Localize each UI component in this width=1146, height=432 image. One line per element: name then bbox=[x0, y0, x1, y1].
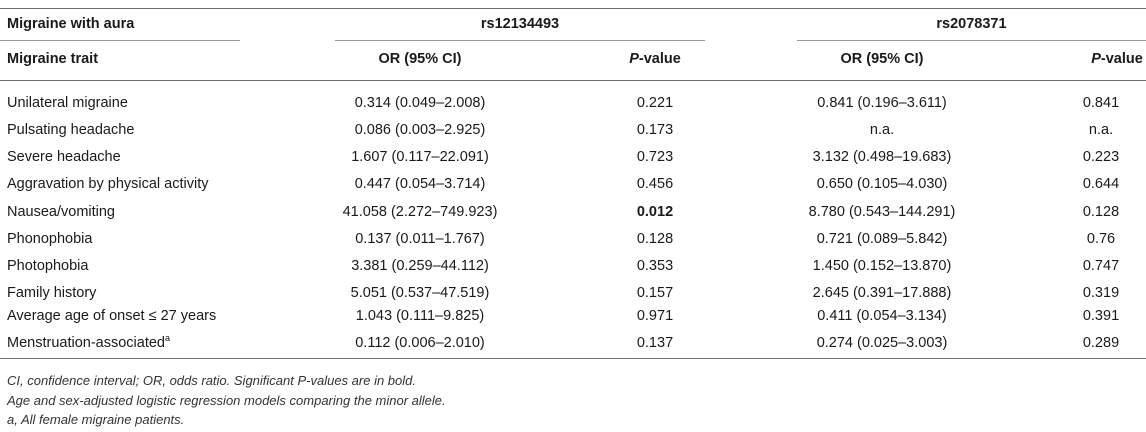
or1-cell: 0.314 (0.049–2.008) bbox=[354, 95, 486, 111]
trait-cell: Phonophobia bbox=[7, 231, 93, 247]
trait-cell: Nausea/vomiting bbox=[7, 204, 115, 220]
trait-cell: Photophobia bbox=[7, 258, 89, 274]
p1-cell: 0.456 bbox=[636, 176, 674, 192]
p2-cell: 0.223 bbox=[1082, 149, 1120, 165]
footnote-marker: a bbox=[164, 333, 170, 343]
p1-cell-significant: 0.012 bbox=[636, 204, 674, 220]
snp2-header: rs2078371 bbox=[936, 16, 1007, 32]
or2-cell: 2.645 (0.391–17.888) bbox=[812, 285, 952, 301]
group-underline bbox=[0, 40, 240, 41]
or2-cell: 0.411 (0.054–3.134) bbox=[817, 308, 947, 324]
trait-cell: Menstruation-associateda bbox=[7, 333, 170, 352]
or1-cell: 0.112 (0.006–2.010) bbox=[355, 335, 485, 351]
or1-cell: 5.051 (0.537–47.519) bbox=[350, 285, 490, 301]
snp2-underline bbox=[797, 40, 1146, 41]
trait-cell: Severe headache bbox=[7, 149, 121, 165]
or2-cell: 8.780 (0.543–144.291) bbox=[808, 204, 956, 220]
or2-cell: n.a. bbox=[869, 122, 895, 138]
trait-cell: Pulsating headache bbox=[7, 122, 135, 138]
or1-cell: 1.607 (0.117–22.091) bbox=[351, 149, 489, 165]
footnote-model: Age and sex-adjusted logistic regression… bbox=[7, 393, 446, 408]
p2-cell: n.a. bbox=[1088, 122, 1114, 138]
or2-cell: 0.841 (0.196–3.611) bbox=[817, 95, 947, 111]
p2-cell: 0.128 bbox=[1082, 204, 1120, 220]
or2-cell: 3.132 (0.498–19.683) bbox=[812, 149, 952, 165]
col-or1-header: OR (95% CI) bbox=[378, 51, 462, 67]
col-trait-header: Migraine trait bbox=[7, 51, 99, 67]
or2-cell: 0.274 (0.025–3.003) bbox=[816, 335, 948, 351]
p1-cell: 0.173 bbox=[636, 122, 674, 138]
p1-cell: 0.971 bbox=[636, 308, 674, 324]
trait-cell: Aggravation by physical activity bbox=[7, 176, 209, 192]
p1-cell: 0.157 bbox=[636, 285, 674, 301]
col-or2-header: OR (95% CI) bbox=[840, 51, 924, 67]
p2-cell: 0.644 bbox=[1082, 176, 1120, 192]
p1-cell: 0.221 bbox=[636, 95, 674, 111]
footnote-abbreviations: CI, confidence interval; OR, odds ratio.… bbox=[7, 373, 416, 388]
col-p2-header: P-value bbox=[1091, 51, 1143, 67]
or1-cell: 41.058 (2.272–749.923) bbox=[342, 204, 498, 220]
p1-cell: 0.353 bbox=[636, 258, 674, 274]
p2-cell: 0.76 bbox=[1086, 231, 1116, 247]
trait-cell: Average age of onset ≤ 27 years bbox=[7, 308, 217, 324]
p2-cell: 0.841 bbox=[1082, 95, 1120, 111]
p1-cell: 0.137 bbox=[636, 335, 674, 351]
p2-cell: 0.391 bbox=[1082, 308, 1120, 324]
or1-cell: 0.137 (0.011–1.767) bbox=[355, 231, 485, 247]
bottom-rule bbox=[0, 358, 1146, 359]
or1-cell: 0.086 (0.003–2.925) bbox=[354, 122, 486, 138]
or1-cell: 3.381 (0.259–44.112) bbox=[351, 258, 489, 274]
or1-cell: 0.447 (0.054–3.714) bbox=[354, 176, 486, 192]
or1-cell: 1.043 (0.111–9.825) bbox=[355, 308, 485, 324]
or2-cell: 0.721 (0.089–5.842) bbox=[816, 231, 948, 247]
group-label: Migraine with aura bbox=[7, 16, 135, 32]
footnote-a: a, All female migraine patients. bbox=[7, 412, 185, 427]
p2-cell: 0.319 bbox=[1082, 285, 1120, 301]
trait-cell: Family history bbox=[7, 285, 97, 301]
p2-cell: 0.747 bbox=[1082, 258, 1120, 274]
p2-cell: 0.289 bbox=[1082, 335, 1120, 351]
or2-cell: 0.650 (0.105–4.030) bbox=[816, 176, 948, 192]
snp1-underline bbox=[335, 40, 705, 41]
col-p1-header: P-value bbox=[629, 51, 681, 67]
top-rule bbox=[0, 8, 1146, 9]
snp1-header: rs12134493 bbox=[480, 16, 560, 32]
p1-cell: 0.128 bbox=[636, 231, 674, 247]
header-rule bbox=[0, 80, 1146, 81]
trait-cell: Unilateral migraine bbox=[7, 95, 128, 111]
p1-cell: 0.723 bbox=[636, 149, 674, 165]
or2-cell: 1.450 (0.152–13.870) bbox=[812, 258, 952, 274]
